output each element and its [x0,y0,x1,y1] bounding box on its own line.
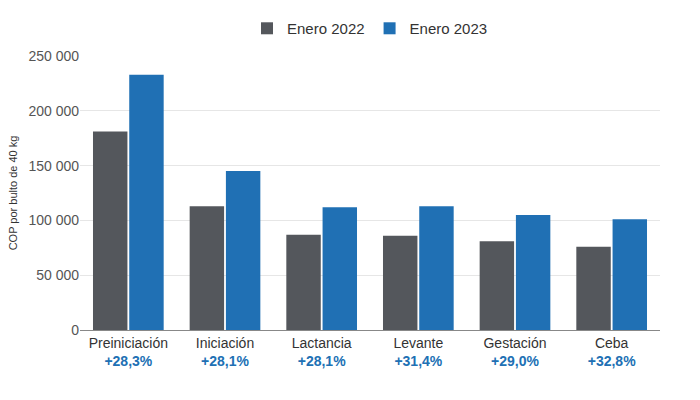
svg-text:0: 0 [71,322,79,338]
svg-text:Ceba+32,8%: Ceba+32,8% [588,335,636,369]
svg-text:COP por bulto de 40 kg: COP por bulto de 40 kg [7,136,19,251]
svg-text:Enero 2023: Enero 2023 [410,20,488,37]
svg-text:200 000: 200 000 [28,103,79,119]
svg-text:Iniciación+28,1%: Iniciación+28,1% [196,335,254,369]
svg-text:100 000: 100 000 [28,212,79,228]
svg-text:150 000: 150 000 [28,158,79,174]
svg-text:250 000: 250 000 [28,48,79,64]
svg-text:Preiniciación+28,3%: Preiniciación+28,3% [89,335,168,369]
svg-text:Levante+31,4%: Levante+31,4% [393,335,443,369]
svg-text:Gestación+29,0%: Gestación+29,0% [483,335,546,369]
svg-text:Lactancia+28,1%: Lactancia+28,1% [292,335,352,369]
svg-text:50 000: 50 000 [36,267,79,283]
svg-text:Enero 2022: Enero 2022 [287,20,365,37]
